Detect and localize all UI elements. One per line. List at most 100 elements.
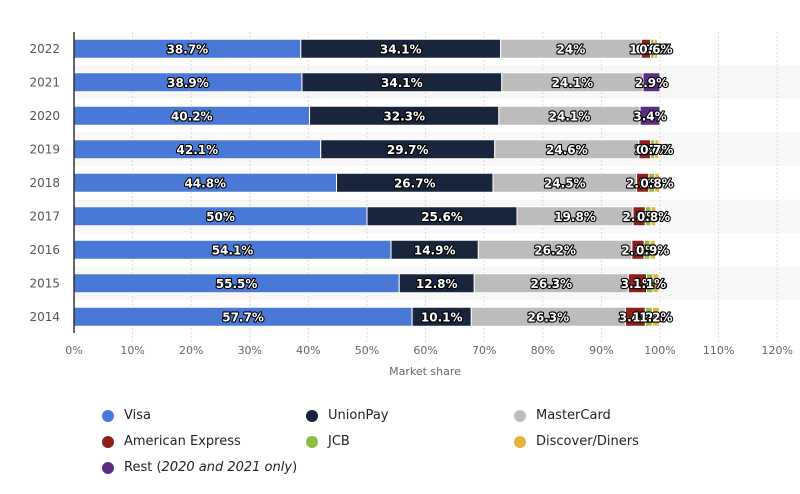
y-tick-label: 2021 [29, 75, 60, 89]
data-label: 0.8% [637, 210, 670, 224]
data-label: 1% [646, 277, 666, 291]
legend-item-mastercard[interactable]: MasterCard [514, 408, 611, 423]
data-label: 1% [642, 176, 662, 190]
y-tick-label: 2017 [29, 209, 60, 223]
data-label: 57.7% [222, 310, 264, 324]
data-label: 1.2% [639, 310, 672, 324]
x-tick-label: 90% [589, 344, 613, 357]
data-label: 0.6% [639, 42, 672, 56]
data-label: 40.2% [171, 109, 213, 123]
data-label: 2.1% [626, 176, 659, 190]
legend-item-american-express[interactable]: American Express [102, 434, 241, 449]
y-tick-label: 2018 [29, 176, 60, 190]
data-label: 25.6% [421, 210, 463, 224]
data-label: 44.8% [184, 176, 226, 190]
data-label: 29.7% [387, 143, 429, 157]
y-tick-label: 2019 [29, 142, 60, 156]
data-label: 1% [638, 210, 658, 224]
data-label: 38.9% [167, 76, 209, 90]
stacked-bar-chart: 38.7% 34.1% 24% 1.6%0.6%0.6%38.9% 34.1% 24.1%… [29, 32, 793, 378]
legend-item-rest[interactable]: Rest (2020 and 2021 only) [102, 460, 297, 475]
x-axis-title: Market share [389, 365, 461, 378]
x-tick-label: 70% [472, 344, 496, 357]
data-label: 38.7% [167, 42, 209, 56]
x-tick-label: 100% [644, 344, 675, 357]
data-label: 42.1% [177, 143, 219, 157]
bar-segment [642, 72, 661, 93]
bar-segment [653, 38, 659, 59]
data-label: 1% [637, 243, 657, 257]
data-label: 1.1% [633, 277, 666, 291]
legend-label-prefix: Rest ( [124, 460, 162, 475]
data-label: 1.2% [632, 310, 665, 324]
data-label: 50% [206, 210, 235, 224]
legend-label-note: 2020 and 2021 only [161, 460, 293, 475]
data-label: 26.2% [534, 243, 576, 257]
legend-label: Rest (2020 and 2021 only) [124, 460, 297, 475]
legend-label: MasterCard [536, 408, 611, 423]
legend-item-discover-diners[interactable]: Discover/Diners [514, 434, 639, 449]
data-label: 32.3% [383, 109, 425, 123]
legend-label: UnionPay [328, 408, 389, 423]
data-label: 3.1% [621, 277, 654, 291]
data-label: 2.1% [623, 210, 656, 224]
data-label: 26.3% [528, 310, 570, 324]
data-label: 14.9% [414, 243, 456, 257]
bar-segment [654, 172, 660, 193]
legend-marker [514, 435, 526, 448]
data-label: 24.1% [552, 76, 594, 90]
y-tick-label: 2015 [29, 276, 60, 290]
data-label: 0.8% [640, 176, 673, 190]
x-tick-label: 60% [413, 344, 437, 357]
data-label: 0.6% [636, 42, 669, 56]
data-label: 2.1% [621, 243, 654, 257]
data-label: 3.4% [619, 310, 652, 324]
x-tick-label: 20% [179, 344, 203, 357]
legend-item-visa[interactable]: Visa [102, 408, 151, 423]
data-label: 0.7% [640, 143, 673, 157]
legend-marker [102, 461, 114, 474]
legend-label: Visa [124, 408, 151, 423]
legend-marker [102, 435, 114, 448]
bar-segment [639, 105, 661, 126]
y-tick-label: 2016 [29, 243, 60, 257]
bar-segment [651, 306, 660, 327]
data-label: 24% [557, 42, 586, 56]
data-label: 19.8% [554, 210, 596, 224]
data-label: 26.3% [530, 277, 572, 291]
x-tick-label: 10% [120, 344, 144, 357]
y-tick-label: 2022 [29, 42, 60, 56]
data-label: 2% [635, 143, 655, 157]
data-label: 26.7% [394, 176, 436, 190]
data-label: 0.7% [636, 143, 669, 157]
data-label: 55.5% [216, 277, 258, 291]
data-label: 0.9% [636, 243, 669, 257]
x-tick-label: 120% [761, 344, 792, 357]
data-label: 10.1% [421, 310, 463, 324]
data-label: 54.1% [212, 243, 254, 257]
x-tick-label: 80% [531, 344, 555, 357]
bar-segment [650, 206, 657, 227]
legend-item-unionpay[interactable]: UnionPay [306, 408, 388, 423]
data-label: 24.5% [544, 176, 586, 190]
y-tick-label: 2020 [29, 109, 60, 123]
legend-item-jcb[interactable]: JCB [306, 434, 350, 449]
legend-label: American Express [124, 434, 241, 449]
x-tick-label: 0% [65, 344, 82, 357]
data-label: 12.8% [416, 277, 458, 291]
bar-segment [654, 139, 660, 160]
legend-marker [306, 435, 318, 448]
data-label: 2.9% [635, 76, 668, 90]
data-label: 24.6% [546, 143, 588, 157]
legend-label: JCB [328, 434, 350, 449]
legend-marker [306, 409, 318, 422]
x-tick-label: 30% [238, 344, 262, 357]
x-tick-label: 110% [703, 344, 734, 357]
legend-label-suffix: ) [292, 460, 298, 475]
data-label: 34.1% [380, 42, 422, 56]
y-tick-label: 2014 [29, 310, 60, 324]
legend-label: Discover/Diners [536, 434, 639, 449]
legend-marker [514, 409, 526, 422]
x-tick-label: 40% [296, 344, 320, 357]
data-label: 3.4% [633, 109, 666, 123]
